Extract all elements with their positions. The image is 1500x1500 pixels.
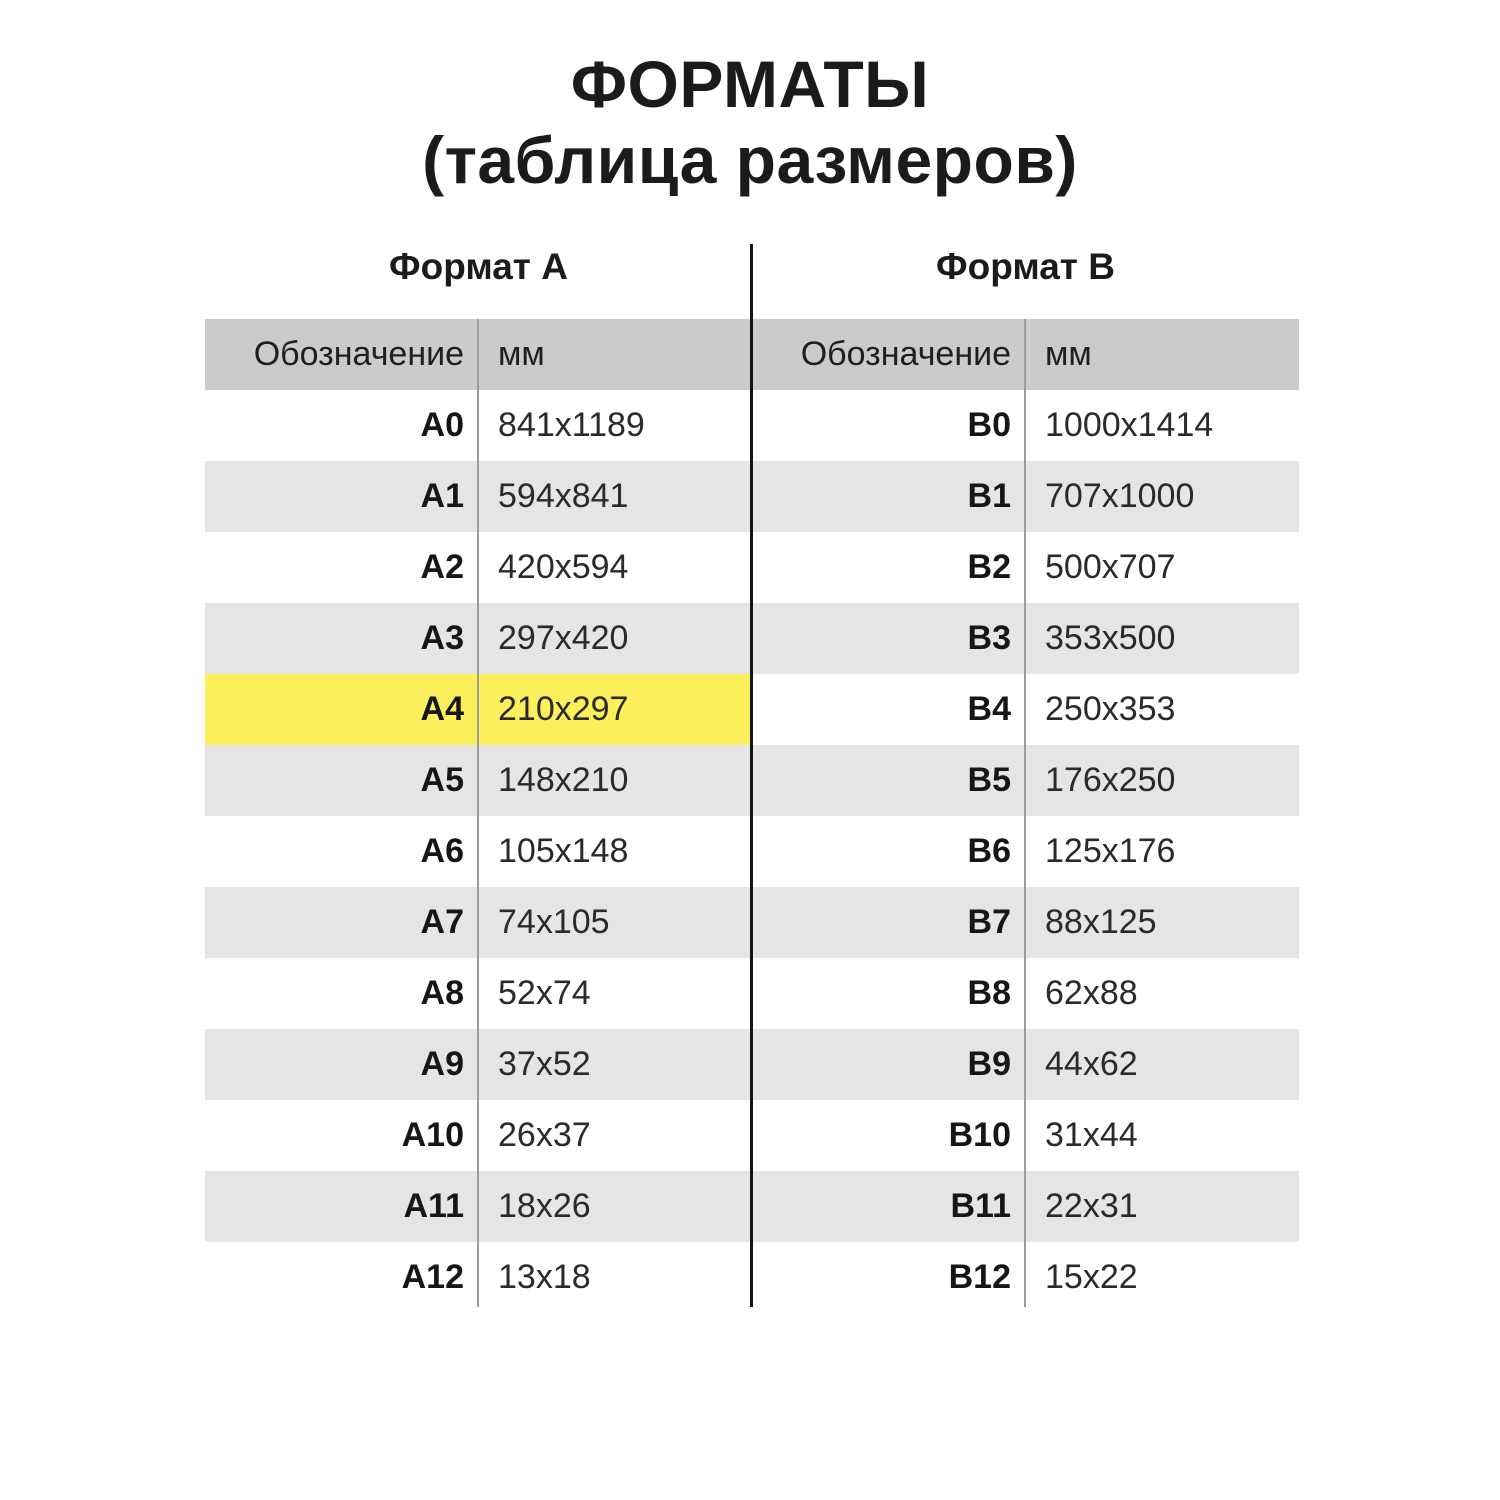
format-designation-cell: B1 xyxy=(967,477,1011,515)
table-row-half: A2 420x594 xyxy=(205,532,752,603)
format-designation-cell: B7 xyxy=(967,903,1011,941)
format-size-mm-cell: 297x420 xyxy=(498,619,629,657)
format-designation-cell: B3 xyxy=(967,619,1011,657)
format-size-mm-cell: 125x176 xyxy=(1045,832,1176,870)
format-size-mm-cell: 707x1000 xyxy=(1045,477,1195,515)
table-row-half: B0 1000x1414 xyxy=(752,390,1299,461)
format-designation-cell: A0 xyxy=(420,406,464,444)
table-row: A10 26x37 B10 31x44 xyxy=(205,1100,1299,1171)
format-designation-cell: B10 xyxy=(948,1116,1011,1154)
table-row: A6 105x148 B6 125x176 xyxy=(205,816,1299,887)
format-size-mm-cell: 22x31 xyxy=(1045,1187,1138,1225)
table-row: A0 841x1189 B0 1000x1414 xyxy=(205,390,1299,461)
format-size-mm-cell: 148x210 xyxy=(498,761,629,799)
table-row-half: A0 841x1189 xyxy=(205,390,752,461)
table-row-half: B4 250x353 xyxy=(752,674,1299,745)
format-designation-cell: A6 xyxy=(420,832,464,870)
format-designation-cell: B2 xyxy=(967,548,1011,586)
table-row-half: A8 52x74 xyxy=(205,958,752,1029)
format-designation-cell: B11 xyxy=(950,1187,1012,1225)
format-size-mm-cell: 52x74 xyxy=(498,974,591,1012)
column-divider-b xyxy=(1024,319,1026,1307)
format-size-mm-cell: 88x125 xyxy=(1045,903,1157,941)
table-row-half: B2 500x707 xyxy=(752,532,1299,603)
column-header-mm-b: мм xyxy=(1045,335,1092,373)
table-row: A2 420x594 B2 500x707 xyxy=(205,532,1299,603)
table-row-half: A10 26x37 xyxy=(205,1100,752,1171)
format-designation-cell: B8 xyxy=(967,974,1011,1012)
format-size-mm-cell: 594x841 xyxy=(498,477,629,515)
format-size-mm-cell: 105x148 xyxy=(498,832,629,870)
table-row-half: A12 13x18 xyxy=(205,1242,752,1313)
format-designation-cell: A9 xyxy=(420,1045,464,1083)
format-a-heading: Формат А xyxy=(389,246,568,287)
format-b-heading: Формат В xyxy=(936,246,1115,287)
format-designation-cell: A11 xyxy=(403,1187,465,1225)
format-size-mm-cell: 353x500 xyxy=(1045,619,1176,657)
center-divider-line xyxy=(750,244,753,1307)
table-row-half: B12 15x22 xyxy=(752,1242,1299,1313)
format-designation-cell: A12 xyxy=(401,1258,464,1296)
column-header-designation-a: Обозначение xyxy=(253,335,464,373)
format-designation-cell: A5 xyxy=(420,761,464,799)
format-size-mm-cell: 176x250 xyxy=(1045,761,1176,799)
format-designation-cell: A1 xyxy=(420,477,464,515)
page-title-line2: (таблица размеров) xyxy=(422,123,1078,197)
page-title: ФОРМАТЫ (таблица размеров) xyxy=(0,46,1500,198)
format-size-mm-cell: 62x88 xyxy=(1045,974,1138,1012)
table-row-half: A6 105x148 xyxy=(205,816,752,887)
format-designation-cell: B12 xyxy=(948,1258,1011,1296)
column-header-mm-a: мм xyxy=(498,335,545,373)
format-designation-cell: B4 xyxy=(967,690,1011,728)
format-designation-cell: A8 xyxy=(420,974,464,1012)
format-designation-cell: B5 xyxy=(967,761,1011,799)
format-size-mm-cell: 250x353 xyxy=(1045,690,1176,728)
format-size-mm-cell: 500x707 xyxy=(1045,548,1176,586)
format-size-mm-cell: 26x37 xyxy=(498,1116,591,1154)
format-designation-cell: A2 xyxy=(420,548,464,586)
format-designation-cell: A4 xyxy=(420,690,464,728)
format-designation-cell: B6 xyxy=(967,832,1011,870)
table-row-half: B8 62x88 xyxy=(752,958,1299,1029)
format-size-mm-cell: 841x1189 xyxy=(498,406,645,444)
format-size-mm-cell: 210x297 xyxy=(498,690,629,728)
page-title-line1: ФОРМАТЫ xyxy=(570,47,930,121)
format-size-mm-cell: 18x26 xyxy=(498,1187,591,1225)
table-row-half: B6 125x176 xyxy=(752,816,1299,887)
format-size-mm-cell: 31x44 xyxy=(1045,1116,1138,1154)
format-designation-cell: A7 xyxy=(420,903,464,941)
format-size-mm-cell: 44x62 xyxy=(1045,1045,1138,1083)
table-row-half: B10 31x44 xyxy=(752,1100,1299,1171)
format-designation-cell: B9 xyxy=(967,1045,1011,1083)
format-designation-cell: B0 xyxy=(967,406,1011,444)
format-designation-cell: A3 xyxy=(420,619,464,657)
table-row: A8 52x74 B8 62x88 xyxy=(205,958,1299,1029)
column-header-designation-b: Обозначение xyxy=(800,335,1011,373)
format-size-mm-cell: 15x22 xyxy=(1045,1258,1138,1296)
format-size-mm-cell: 13x18 xyxy=(498,1258,591,1296)
table-row: A12 13x18 B12 15x22 xyxy=(205,1242,1299,1313)
format-size-mm-cell: 37x52 xyxy=(498,1045,591,1083)
format-size-mm-cell: 74x105 xyxy=(498,903,610,941)
column-divider-a xyxy=(477,319,479,1307)
format-designation-cell: A10 xyxy=(401,1116,464,1154)
format-size-mm-cell: 420x594 xyxy=(498,548,629,586)
format-size-mm-cell: 1000x1414 xyxy=(1045,406,1214,444)
